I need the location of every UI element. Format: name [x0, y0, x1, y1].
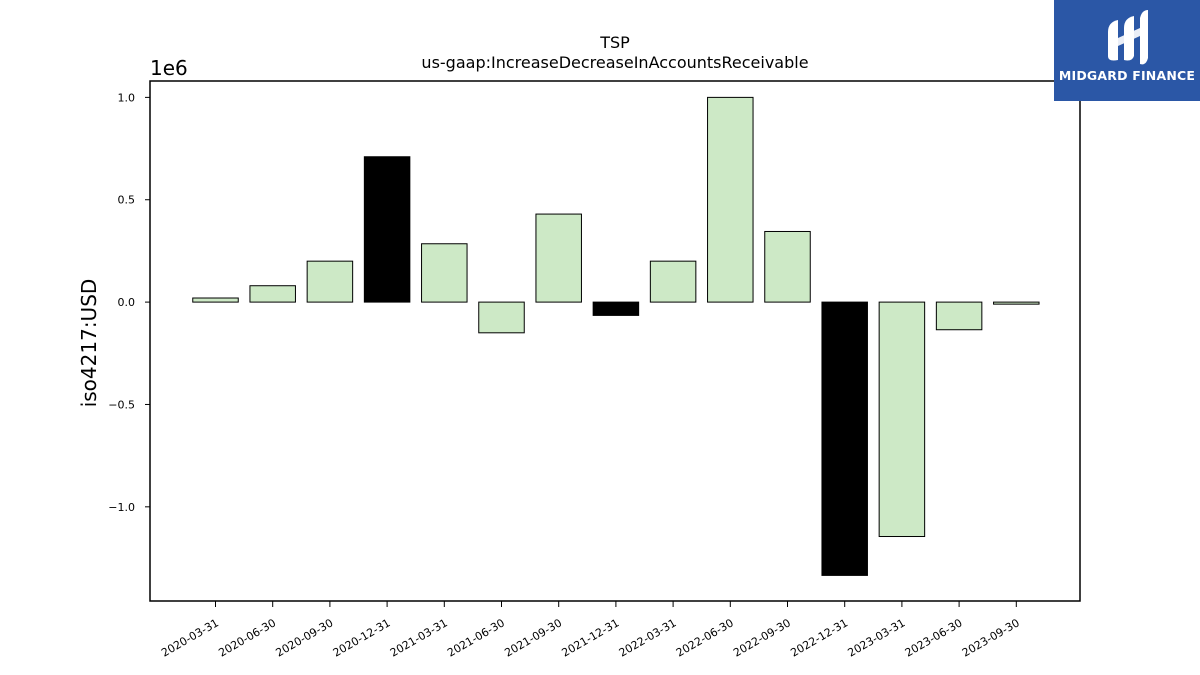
bar-2020-12-31 — [363, 156, 411, 303]
y-offset-label: 1e6 — [150, 56, 188, 80]
bar-2021-06-30 — [478, 301, 525, 334]
y-axis-label: iso4217:USD — [77, 279, 101, 408]
x-tick-label: 2023-06-30 — [903, 616, 965, 659]
y-tick-label: 1.0 — [118, 91, 136, 104]
x-tick-label: 2021-06-30 — [445, 616, 507, 659]
x-tick-label: 2023-09-30 — [960, 616, 1022, 659]
bar-2022-03-31 — [649, 260, 697, 303]
bar-2020-09-30 — [306, 260, 354, 303]
x-tick-label: 2023-03-31 — [846, 616, 908, 659]
x-tick-label: 2020-03-31 — [159, 616, 221, 659]
logo-mark-icon — [1108, 10, 1148, 65]
y-tick-label: −0.5 — [108, 398, 135, 411]
midgard-finance-logo: MIDGARD FINANCE — [1054, 0, 1200, 101]
x-tick-label: 2022-06-30 — [674, 616, 736, 659]
chart-title: TSP — [599, 33, 630, 52]
bar-2023-09-30 — [993, 301, 1040, 305]
x-tick-label: 2020-09-30 — [274, 616, 336, 659]
bar-2023-03-31 — [878, 301, 926, 538]
y-ticks-group: −1.0 −0.5 0.0 0.5 1.0 — [108, 91, 150, 514]
x-ticks-group: 2020-03-312020-06-302020-09-302020-12-31… — [159, 601, 1022, 660]
chart-subtitle: us-gaap:IncreaseDecreaseInAccountsReceiv… — [421, 53, 808, 72]
x-tick-label: 2021-03-31 — [388, 616, 450, 659]
logo-text: MIDGARD FINANCE — [1058, 68, 1196, 83]
bar-2023-06-30 — [935, 301, 983, 331]
x-tick-label: 2021-09-30 — [502, 616, 564, 659]
x-tick-label: 2022-09-30 — [731, 616, 793, 659]
bar-2020-06-30 — [249, 285, 296, 303]
y-tick-label: 0.0 — [118, 296, 136, 309]
bar-2022-12-31 — [821, 301, 868, 576]
x-tick-label: 2022-12-31 — [788, 616, 850, 659]
bar-2021-12-31 — [592, 301, 640, 316]
bar-2020-03-31 — [192, 297, 239, 303]
plot-frame — [149, 80, 1081, 602]
x-tick-label: 2022-03-31 — [617, 616, 679, 659]
bar-2021-03-31 — [421, 243, 468, 303]
bar-2022-09-30 — [764, 230, 811, 303]
x-tick-label: 2021-12-31 — [560, 616, 622, 659]
x-tick-label: 2020-06-30 — [216, 616, 278, 659]
bar-2022-06-30 — [707, 96, 754, 303]
y-tick-label: 0.5 — [118, 194, 136, 207]
bar-2021-09-30 — [535, 213, 582, 303]
y-tick-label: −1.0 — [108, 501, 135, 514]
x-tick-label: 2020-12-31 — [331, 616, 393, 659]
bars-group — [192, 96, 1040, 576]
